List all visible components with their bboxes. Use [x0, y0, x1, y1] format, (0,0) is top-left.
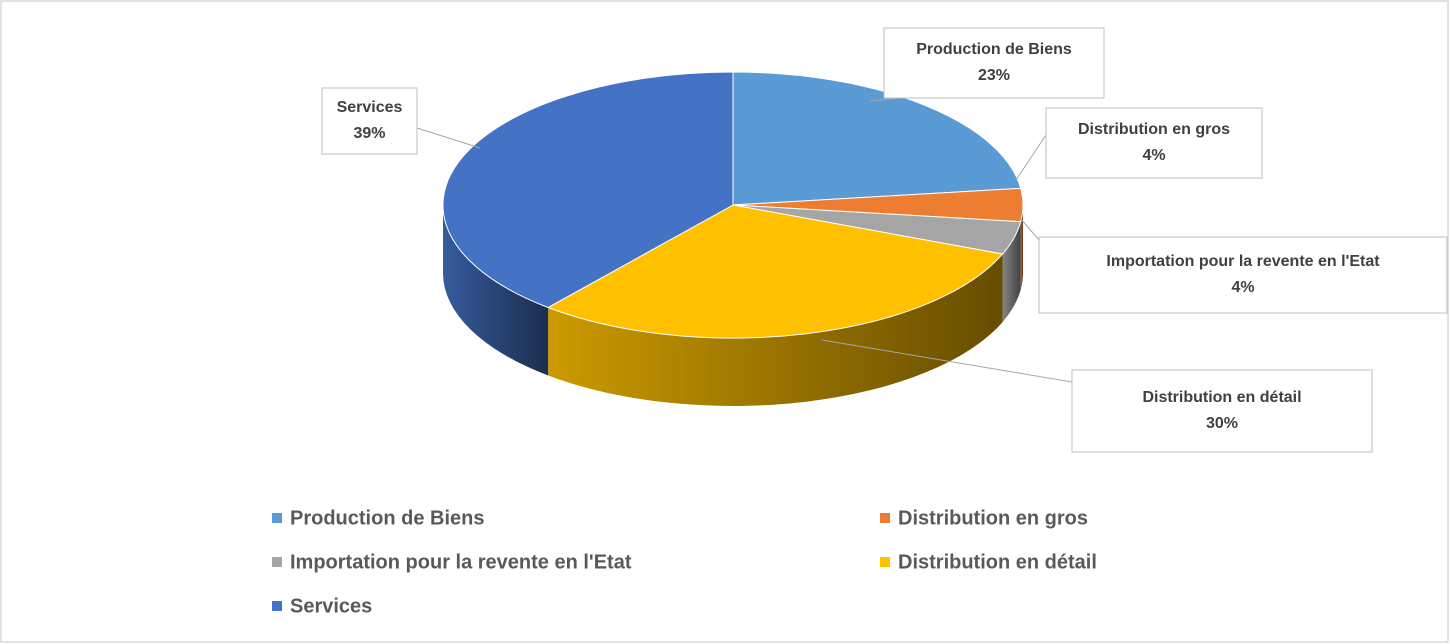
data-label-name: Services	[337, 99, 403, 116]
legend-label: Services	[290, 595, 372, 617]
pie-side	[1020, 205, 1023, 290]
leader-line	[1015, 134, 1047, 181]
data-label-box	[1038, 236, 1448, 314]
pie-side	[548, 253, 1003, 406]
legend-swatch	[272, 557, 282, 567]
pie-side	[1002, 221, 1021, 322]
legend-swatch	[880, 557, 890, 567]
leader-line	[1019, 217, 1040, 241]
pie-side	[443, 205, 549, 376]
legend-label: Production de Biens	[290, 507, 484, 529]
data-label-box	[1045, 107, 1263, 179]
data-label-value: 4%	[1142, 147, 1165, 164]
pie-slice	[732, 71, 1022, 206]
data-label-box	[883, 27, 1105, 99]
data-label-name: Distribution en gros	[1078, 121, 1230, 138]
legend-label: Distribution en gros	[898, 507, 1088, 529]
pie-slice	[546, 204, 1004, 339]
legend-label: Importation pour la revente en l'Etat	[290, 551, 632, 573]
data-label-value: 4%	[1231, 279, 1254, 296]
data-label-name: Production de Biens	[916, 41, 1072, 58]
data-label-box	[1071, 369, 1373, 453]
leader-line	[821, 339, 1073, 383]
legend-swatch	[880, 513, 890, 523]
pie-slice	[442, 71, 734, 309]
legend-swatch	[272, 601, 282, 611]
legend-swatch	[272, 513, 282, 523]
data-label-value: 23%	[978, 67, 1010, 84]
data-label-name: Importation pour la revente en l'Etat	[1106, 253, 1380, 270]
data-label-box	[321, 87, 418, 155]
data-label-value: 39%	[353, 125, 385, 142]
leader-line	[416, 127, 481, 149]
data-label-name: Distribution en détail	[1142, 389, 1301, 406]
legend-label: Distribution en détail	[898, 551, 1097, 573]
data-label-value: 30%	[1206, 415, 1238, 432]
